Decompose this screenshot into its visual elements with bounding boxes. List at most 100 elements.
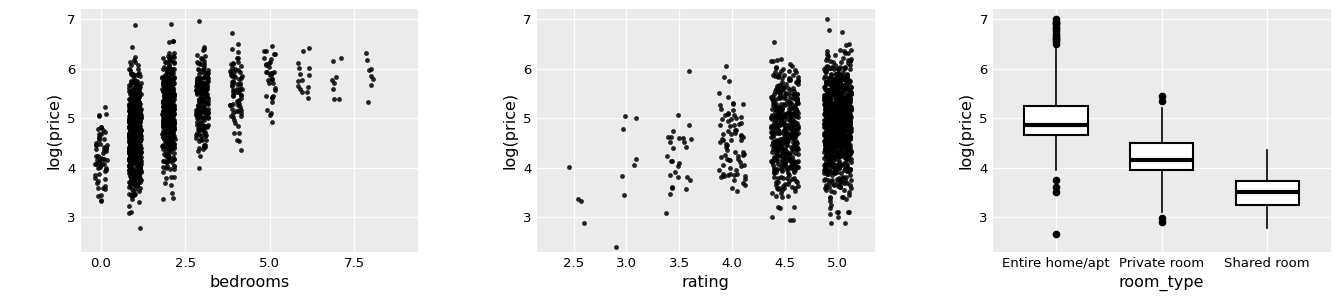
Point (130, 161, 152, 166)
Point (124, 110, 145, 115)
Point (159, 147, 180, 152)
Point (155, 87, 176, 92)
Point (159, 154, 180, 159)
Point (839, 135, 860, 140)
Point (817, 110, 839, 115)
Point (763, 155, 785, 160)
Point (836, 77, 857, 82)
Point (125, 142, 146, 147)
Point (130, 115, 152, 120)
Point (156, 113, 177, 118)
Point (781, 115, 802, 120)
Point (827, 88, 848, 93)
Point (128, 147, 149, 152)
Point (121, 107, 142, 111)
Point (817, 155, 839, 160)
Point (727, 188, 749, 193)
Point (840, 63, 862, 68)
Point (840, 149, 862, 154)
Point (823, 122, 844, 127)
Point (122, 146, 144, 150)
Point (821, 76, 843, 81)
Point (831, 97, 852, 102)
Point (258, 64, 280, 69)
Point (194, 142, 215, 147)
Point (761, 123, 782, 128)
Point (821, 164, 843, 169)
Point (835, 105, 856, 110)
Point (839, 116, 860, 121)
Point (818, 205, 840, 210)
Point (129, 179, 151, 184)
Point (836, 134, 857, 138)
Point (187, 76, 208, 80)
Point (156, 118, 177, 123)
Point (827, 86, 848, 91)
Point (829, 122, 851, 126)
Point (261, 110, 282, 115)
Point (719, 172, 741, 177)
Point (769, 82, 790, 87)
Point (163, 134, 184, 139)
Point (829, 150, 851, 155)
Point (827, 72, 848, 77)
Point (223, 80, 245, 85)
Point (825, 94, 847, 99)
Point (120, 127, 141, 132)
Point (835, 166, 856, 171)
Point (818, 128, 840, 133)
Point (723, 177, 745, 182)
Point (824, 83, 845, 87)
Point (120, 68, 141, 73)
Point (227, 42, 249, 47)
Point (828, 137, 849, 142)
Point (94, 104, 116, 109)
Point (118, 170, 140, 175)
Point (118, 150, 140, 155)
Point (726, 128, 747, 133)
Point (769, 115, 790, 119)
Point (813, 163, 835, 168)
Point (125, 101, 146, 106)
Point (816, 149, 837, 154)
Point (89, 142, 110, 147)
Point (818, 105, 840, 110)
Point (125, 87, 146, 92)
Point (129, 148, 151, 153)
Point (821, 142, 843, 147)
Point (781, 164, 802, 169)
Point (827, 125, 848, 130)
Point (558, 164, 579, 169)
Point (125, 116, 146, 121)
Point (777, 149, 798, 154)
Point (773, 84, 794, 89)
Point (194, 103, 215, 108)
Point (771, 106, 793, 111)
Point (159, 76, 180, 81)
Point (124, 140, 145, 145)
Point (814, 93, 836, 98)
Point (762, 94, 784, 99)
Point (121, 115, 142, 120)
Point (163, 120, 184, 125)
Point (827, 65, 848, 70)
Point (120, 121, 141, 126)
Point (730, 115, 751, 120)
Point (778, 100, 800, 105)
Point (839, 105, 860, 110)
Point (230, 95, 251, 100)
Point (820, 140, 841, 145)
Point (126, 164, 148, 169)
Point (832, 115, 853, 119)
Point (152, 80, 173, 85)
Point (129, 140, 151, 145)
Point (835, 148, 856, 153)
Point (190, 120, 211, 125)
Point (228, 76, 250, 81)
Point (831, 119, 852, 123)
Point (828, 118, 849, 123)
Point (613, 192, 634, 197)
Point (832, 141, 853, 146)
Point (831, 111, 852, 116)
Point (128, 67, 149, 72)
